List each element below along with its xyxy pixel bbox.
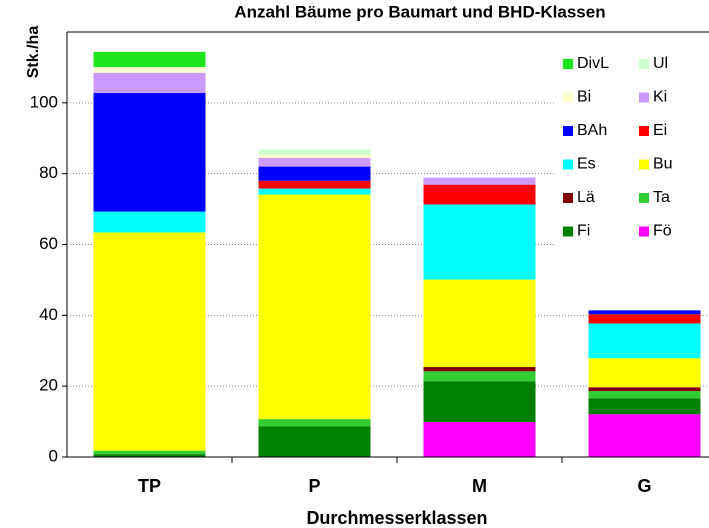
legend-label: Fi: [577, 223, 590, 240]
bar-segment: [93, 51, 206, 68]
legend-label: Fö: [653, 223, 672, 240]
bar-segment: [258, 154, 371, 158]
legend-label: Bu: [653, 156, 673, 173]
bar-segment: [258, 194, 371, 420]
bar-segment: [93, 211, 206, 233]
bar-segment: [93, 92, 206, 212]
legend-swatch: [639, 126, 649, 136]
legend-label: Es: [577, 156, 596, 173]
x-tick-label: G: [637, 476, 651, 496]
bar-segment: [258, 188, 371, 195]
bar-segment: [588, 398, 701, 415]
y-tick-label: 80: [39, 163, 58, 182]
bar-segment: [93, 454, 206, 457]
legend-label: Bi: [577, 89, 591, 106]
bar-segment: [258, 166, 371, 181]
legend-box: [555, 46, 709, 250]
bar-segment: [588, 323, 701, 359]
y-tick-label: 100: [30, 92, 58, 111]
legend-label: Ul: [653, 55, 668, 72]
legend-swatch: [563, 193, 573, 203]
bar-segment: [93, 450, 206, 455]
bar-segment: [423, 184, 536, 205]
bar-segment: [588, 358, 701, 388]
legend-swatch: [639, 59, 649, 69]
bar-segment: [588, 391, 701, 399]
legend-label: Lä: [577, 189, 595, 206]
legend-swatch: [639, 226, 649, 237]
bar-segment: [258, 149, 371, 155]
y-tick-label: 20: [39, 376, 58, 395]
y-axis-label: Stk./ha: [25, 26, 42, 79]
legend-label: BAh: [577, 122, 607, 139]
legend-swatch: [639, 193, 649, 203]
legend-swatch: [563, 159, 573, 170]
legend-swatch: [563, 126, 573, 136]
legend-label: DivL: [577, 55, 609, 72]
bar-segment: [93, 72, 206, 93]
x-tick-label: P: [308, 476, 320, 496]
bar-segment: [258, 157, 371, 167]
bar-segment: [588, 414, 701, 457]
bar-segment: [588, 387, 701, 392]
bar-segment: [423, 367, 536, 372]
bar-segment: [258, 419, 371, 427]
legend-swatch: [639, 159, 649, 170]
bar-segment: [423, 204, 536, 280]
y-tick-label: 0: [49, 446, 58, 465]
bar-segment: [588, 310, 701, 315]
bar-segment: [423, 177, 536, 185]
bar-segment: [258, 426, 371, 457]
legend-swatch: [639, 92, 649, 103]
bar-segment: [423, 381, 536, 422]
chart-title: Anzahl Bäume pro Baumart und BHD-Klassen: [234, 2, 605, 21]
legend-swatch: [563, 92, 573, 103]
legend-label: Ta: [653, 189, 670, 206]
legend-label: Ei: [653, 122, 667, 139]
x-axis-label: Durchmesserklassen: [306, 508, 487, 528]
legend-swatch: [563, 59, 573, 69]
x-tick-label: M: [472, 476, 487, 496]
x-tick-label: TP: [138, 476, 161, 496]
legend-label: Ki: [653, 89, 667, 106]
y-tick-label: 40: [39, 305, 58, 324]
bar-segment: [93, 67, 206, 73]
bar-segment: [588, 314, 701, 324]
bar-segment: [423, 421, 536, 457]
y-tick-label: 60: [39, 234, 58, 253]
bar-segment: [423, 279, 536, 368]
bar-segment: [258, 180, 371, 189]
bar-segment: [93, 232, 206, 451]
legend-swatch: [563, 226, 573, 237]
bar-segment: [423, 371, 536, 382]
